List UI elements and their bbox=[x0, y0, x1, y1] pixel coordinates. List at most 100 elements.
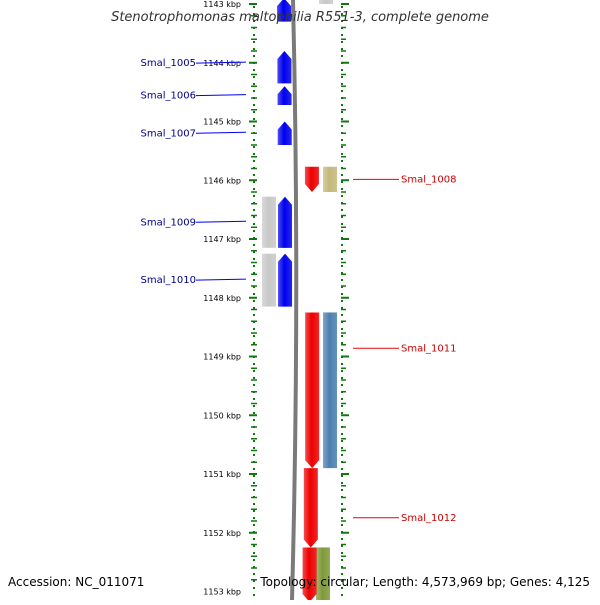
gene-label-smal-1009: Smal_1009 bbox=[141, 217, 196, 228]
ruler-dot bbox=[253, 398, 255, 400]
ruler-dot bbox=[253, 419, 255, 421]
ruler-dot bbox=[253, 342, 255, 344]
ruler-dot bbox=[341, 307, 343, 309]
ruler-dot bbox=[341, 34, 343, 36]
ruler-dot bbox=[341, 454, 343, 456]
ruler-dot bbox=[341, 566, 343, 568]
genome-title: Stenotrophomonas maltophilia R551-3, com… bbox=[111, 10, 489, 25]
ruler-tick-label: 1145 kbp bbox=[203, 118, 241, 127]
ruler-dot bbox=[253, 90, 255, 92]
ruler-dot bbox=[253, 566, 255, 568]
ruler-dot bbox=[341, 6, 343, 8]
ruler-dot bbox=[253, 34, 255, 36]
ruler-dot bbox=[253, 510, 255, 512]
ruler-dot bbox=[253, 265, 255, 267]
ruler-dot bbox=[253, 580, 255, 582]
ruler-tick-label: 1151 kbp bbox=[203, 470, 241, 479]
ruler-dot bbox=[341, 405, 343, 407]
ruler-dot bbox=[341, 76, 343, 78]
ruler-dot bbox=[253, 384, 255, 386]
ruler-dot bbox=[341, 447, 343, 449]
ruler-dot bbox=[341, 538, 343, 540]
genome-summary-text: Topology: circular; Length: 4,573,969 bp… bbox=[260, 575, 590, 589]
ruler-dot bbox=[341, 440, 343, 442]
ruler-dot bbox=[341, 482, 343, 484]
ruler-dot bbox=[253, 573, 255, 575]
ruler-dot bbox=[341, 587, 343, 589]
ruler-dot bbox=[253, 216, 255, 218]
cog-feature-bar bbox=[319, 0, 333, 4]
ruler-dot bbox=[341, 118, 343, 120]
ruler-tick-label: 1152 kbp bbox=[203, 529, 241, 538]
ruler-dot bbox=[253, 258, 255, 260]
ruler-dot bbox=[253, 349, 255, 351]
ruler-dot bbox=[341, 419, 343, 421]
ruler-dot bbox=[253, 153, 255, 155]
ruler-dot bbox=[253, 433, 255, 435]
ruler-dot bbox=[341, 265, 343, 267]
ruler-dot bbox=[341, 314, 343, 316]
gene-arrow bbox=[277, 86, 292, 106]
ruler-dot bbox=[341, 251, 343, 253]
gene-arrow bbox=[277, 0, 292, 22]
gene-arrow bbox=[303, 468, 318, 548]
gene-track bbox=[277, 0, 320, 602]
ruler-tick-label: 1144 kbp bbox=[203, 59, 241, 68]
gene-label-smal-1011: Smal_1011 bbox=[401, 343, 456, 354]
ruler-dot bbox=[341, 286, 343, 288]
gene-arrow bbox=[302, 547, 317, 602]
ruler-dot bbox=[341, 244, 343, 246]
ruler-dot bbox=[253, 538, 255, 540]
ruler-dot bbox=[253, 195, 255, 197]
ruler-dot bbox=[341, 510, 343, 512]
ruler-dot bbox=[253, 377, 255, 379]
ruler-dot bbox=[253, 545, 255, 547]
ruler-tick-label: 1149 kbp bbox=[203, 353, 241, 362]
ruler-dot bbox=[341, 55, 343, 57]
ruler-dot bbox=[253, 328, 255, 330]
ruler-dot bbox=[253, 594, 255, 596]
ruler-dot bbox=[253, 405, 255, 407]
ruler-dot bbox=[341, 594, 343, 596]
ruler-dot bbox=[341, 195, 343, 197]
ruler-dot bbox=[253, 293, 255, 295]
ruler-dot bbox=[341, 517, 343, 519]
gene-label-leader bbox=[195, 131, 247, 134]
gene-label-leader bbox=[195, 278, 247, 281]
gene-label-smal-1010: Smal_1010 bbox=[141, 275, 196, 286]
gene-label-smal-1012: Smal_1012 bbox=[401, 513, 456, 524]
ruler-dot bbox=[341, 216, 343, 218]
ruler-left: 1143 kbp 1144 kbp 1145 kbp 1146 kbp 1147 kbp… bbox=[203, 0, 257, 597]
gene-arrow bbox=[277, 121, 292, 145]
ruler-dot bbox=[253, 454, 255, 456]
ruler-dot bbox=[341, 258, 343, 260]
ruler-dot bbox=[253, 517, 255, 519]
gene-arrow bbox=[278, 253, 293, 307]
ruler-dot bbox=[341, 146, 343, 148]
ruler-dot bbox=[341, 524, 343, 526]
ruler-dot bbox=[253, 314, 255, 316]
ruler-dot bbox=[341, 48, 343, 50]
ruler-dot bbox=[341, 335, 343, 337]
ruler-dot bbox=[341, 363, 343, 365]
gene-label-smal-1008: Smal_1008 bbox=[401, 174, 456, 185]
genome-backbone bbox=[290, 0, 299, 602]
cog-feature-bar bbox=[323, 312, 337, 469]
ruler-dot bbox=[341, 545, 343, 547]
ruler-dot bbox=[253, 587, 255, 589]
gene-arrow bbox=[304, 166, 319, 192]
ruler-dot bbox=[253, 125, 255, 127]
ruler-dot bbox=[253, 552, 255, 554]
ruler-dot bbox=[341, 573, 343, 575]
ruler-dot bbox=[253, 440, 255, 442]
ruler-dot bbox=[253, 475, 255, 477]
ruler-dot bbox=[341, 139, 343, 141]
ruler-dot bbox=[253, 370, 255, 372]
ruler-dot bbox=[341, 69, 343, 71]
ruler-dot bbox=[341, 384, 343, 386]
ruler-dot bbox=[341, 13, 343, 15]
ruler-dot bbox=[341, 349, 343, 351]
ruler-dot bbox=[253, 188, 255, 190]
ruler-tick-label: 1150 kbp bbox=[203, 411, 241, 420]
